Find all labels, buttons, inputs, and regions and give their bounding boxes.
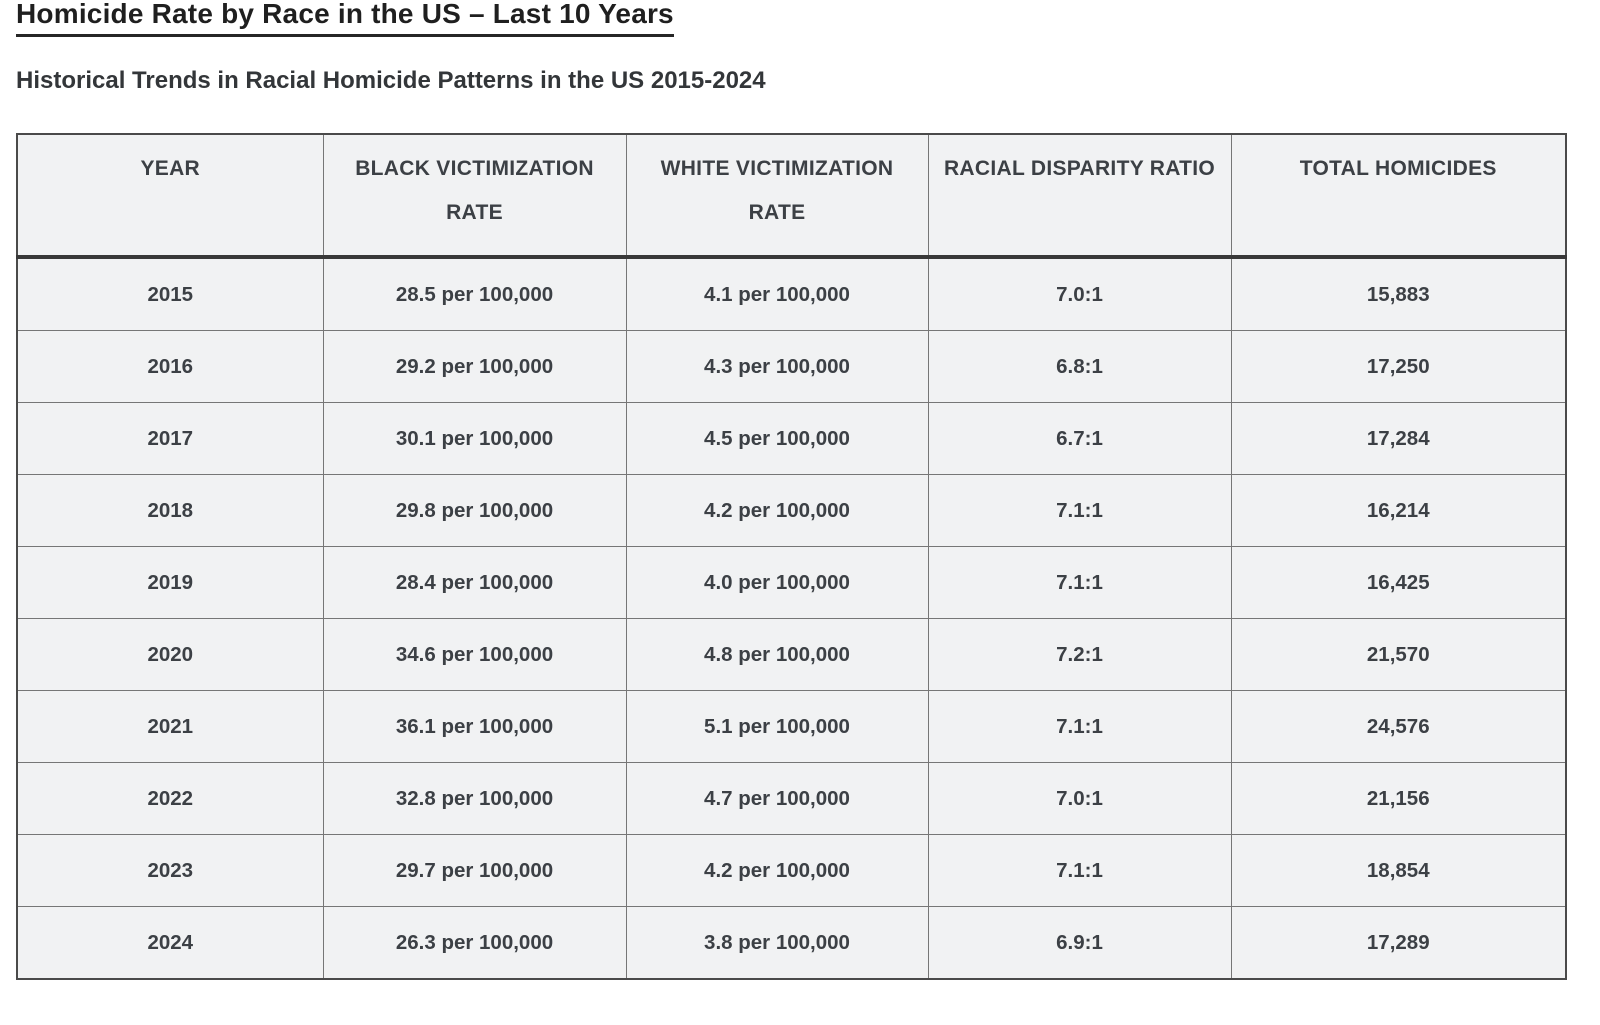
table-header-row: YEAR BLACK VICTIMIZATION RATE WHITE VICT…	[16, 133, 1567, 259]
table-cell-total-homicides: 21,156	[1230, 762, 1567, 835]
table-cell-disparity-ratio: 7.0:1	[927, 256, 1232, 331]
table-cell-black-rate: 36.1 per 100,000	[322, 690, 627, 763]
table-cell-disparity-ratio: 6.9:1	[927, 906, 1232, 980]
table-cell-disparity-ratio: 7.1:1	[927, 546, 1232, 619]
table-row: 2021 36.1 per 100,000 5.1 per 100,000 7.…	[16, 690, 1567, 763]
page-subtitle: Historical Trends in Racial Homicide Pat…	[16, 67, 766, 94]
table-cell-year: 2015	[16, 256, 324, 331]
table-row: 2022 32.8 per 100,000 4.7 per 100,000 7.…	[16, 762, 1567, 835]
table-cell-white-rate: 4.0 per 100,000	[625, 546, 929, 619]
table-row: 2017 30.1 per 100,000 4.5 per 100,000 6.…	[16, 402, 1567, 475]
table-cell-disparity-ratio: 7.1:1	[927, 834, 1232, 907]
table-cell-total-homicides: 21,570	[1230, 618, 1567, 691]
column-header-black-victimization-rate: BLACK VICTIMIZATION RATE	[322, 133, 627, 259]
table-cell-year: 2018	[16, 474, 324, 547]
column-header-total-homicides: TOTAL HOMICIDES	[1230, 133, 1567, 259]
table-cell-year: 2022	[16, 762, 324, 835]
column-header-white-victimization-rate: WHITE VICTIMIZATION RATE	[625, 133, 929, 259]
table-cell-year: 2020	[16, 618, 324, 691]
table-cell-total-homicides: 17,250	[1230, 330, 1567, 403]
table-cell-white-rate: 4.8 per 100,000	[625, 618, 929, 691]
table-cell-white-rate: 4.2 per 100,000	[625, 474, 929, 547]
table-cell-total-homicides: 16,214	[1230, 474, 1567, 547]
table-cell-disparity-ratio: 7.2:1	[927, 618, 1232, 691]
table-cell-disparity-ratio: 6.8:1	[927, 330, 1232, 403]
table-cell-total-homicides: 16,425	[1230, 546, 1567, 619]
table-cell-total-homicides: 18,854	[1230, 834, 1567, 907]
table-body: 2015 28.5 per 100,000 4.1 per 100,000 7.…	[16, 256, 1567, 980]
table-cell-black-rate: 34.6 per 100,000	[322, 618, 627, 691]
table-cell-white-rate: 3.8 per 100,000	[625, 906, 929, 980]
table-cell-disparity-ratio: 7.0:1	[927, 762, 1232, 835]
column-header-year: YEAR	[16, 133, 324, 259]
page-title-text: Homicide Rate by Race in the US – Last 1…	[16, 0, 674, 37]
table-cell-black-rate: 29.8 per 100,000	[322, 474, 627, 547]
table-row: 2018 29.8 per 100,000 4.2 per 100,000 7.…	[16, 474, 1567, 547]
table-cell-disparity-ratio: 7.1:1	[927, 474, 1232, 547]
table-row: 2023 29.7 per 100,000 4.2 per 100,000 7.…	[16, 834, 1567, 907]
table-cell-black-rate: 32.8 per 100,000	[322, 762, 627, 835]
table-row: 2024 26.3 per 100,000 3.8 per 100,000 6.…	[16, 906, 1567, 980]
page-title: Homicide Rate by Race in the US – Last 1…	[16, 0, 1600, 37]
table-cell-white-rate: 4.5 per 100,000	[625, 402, 929, 475]
table-cell-black-rate: 30.1 per 100,000	[322, 402, 627, 475]
table-cell-black-rate: 26.3 per 100,000	[322, 906, 627, 980]
table-cell-black-rate: 29.7 per 100,000	[322, 834, 627, 907]
table-cell-disparity-ratio: 6.7:1	[927, 402, 1232, 475]
table-cell-year: 2024	[16, 906, 324, 980]
table-cell-total-homicides: 17,289	[1230, 906, 1567, 980]
table-header: YEAR BLACK VICTIMIZATION RATE WHITE VICT…	[16, 133, 1567, 259]
table-cell-year: 2019	[16, 546, 324, 619]
table-row: 2015 28.5 per 100,000 4.1 per 100,000 7.…	[16, 256, 1567, 331]
table-cell-year: 2021	[16, 690, 324, 763]
table-cell-white-rate: 4.7 per 100,000	[625, 762, 929, 835]
table-cell-year: 2023	[16, 834, 324, 907]
table-cell-white-rate: 4.1 per 100,000	[625, 256, 929, 331]
table-cell-disparity-ratio: 7.1:1	[927, 690, 1232, 763]
table-cell-total-homicides: 24,576	[1230, 690, 1567, 763]
table-cell-black-rate: 29.2 per 100,000	[322, 330, 627, 403]
table-row: 2019 28.4 per 100,000 4.0 per 100,000 7.…	[16, 546, 1567, 619]
homicide-rate-table: YEAR BLACK VICTIMIZATION RATE WHITE VICT…	[16, 133, 1567, 980]
table-cell-white-rate: 5.1 per 100,000	[625, 690, 929, 763]
table-cell-total-homicides: 17,284	[1230, 402, 1567, 475]
table-row: 2020 34.6 per 100,000 4.8 per 100,000 7.…	[16, 618, 1567, 691]
table-row: 2016 29.2 per 100,000 4.3 per 100,000 6.…	[16, 330, 1567, 403]
table-cell-year: 2016	[16, 330, 324, 403]
table-cell-black-rate: 28.5 per 100,000	[322, 256, 627, 331]
table-cell-black-rate: 28.4 per 100,000	[322, 546, 627, 619]
table-cell-white-rate: 4.3 per 100,000	[625, 330, 929, 403]
table-cell-year: 2017	[16, 402, 324, 475]
table-cell-white-rate: 4.2 per 100,000	[625, 834, 929, 907]
table-cell-total-homicides: 15,883	[1230, 256, 1567, 331]
column-header-racial-disparity-ratio: RACIAL DISPARITY RATIO	[927, 133, 1232, 259]
